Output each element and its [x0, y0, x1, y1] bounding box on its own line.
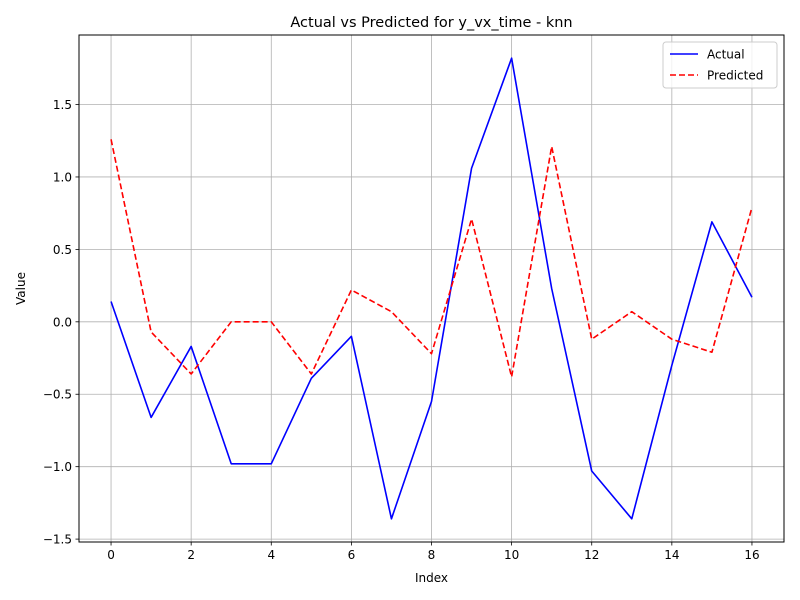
chart-title: Actual vs Predicted for y_vx_time - knn [290, 15, 572, 31]
x-tick-label: 6 [348, 548, 356, 562]
y-axis-ticks: −1.5 −1.0 −0.5 0.0 0.5 1.0 1.5 [43, 98, 79, 547]
y-tick-label: 0.5 [53, 243, 72, 257]
y-tick-label: 1.0 [53, 170, 72, 184]
legend-label-predicted: Predicted [707, 69, 763, 83]
x-tick-label: 8 [428, 548, 436, 562]
x-tick-label: 0 [107, 548, 115, 562]
x-tick-label: 2 [187, 548, 195, 562]
legend-label-actual: Actual [707, 48, 745, 62]
x-tick-label: 14 [664, 548, 679, 562]
x-axis-ticks: 0 2 4 6 8 10 12 14 16 [107, 542, 760, 562]
x-tick-label: 16 [744, 548, 759, 562]
x-axis-label: Index [415, 571, 448, 585]
x-tick-label: 4 [267, 548, 275, 562]
y-axis-label: Value [14, 272, 28, 305]
x-tick-label: 12 [584, 548, 599, 562]
y-tick-label: 0.0 [53, 315, 72, 329]
grid [79, 35, 784, 542]
y-tick-label: −1.5 [43, 533, 72, 547]
series-line-predicted [110, 139, 753, 378]
y-tick-label: −1.0 [43, 460, 72, 474]
series-line-actual [110, 57, 753, 520]
series-layer [110, 57, 753, 520]
x-tick-label: 10 [504, 548, 519, 562]
legend: Actual Predicted [662, 41, 778, 89]
y-tick-label: 1.5 [53, 98, 72, 112]
y-tick-label: −0.5 [43, 388, 72, 402]
